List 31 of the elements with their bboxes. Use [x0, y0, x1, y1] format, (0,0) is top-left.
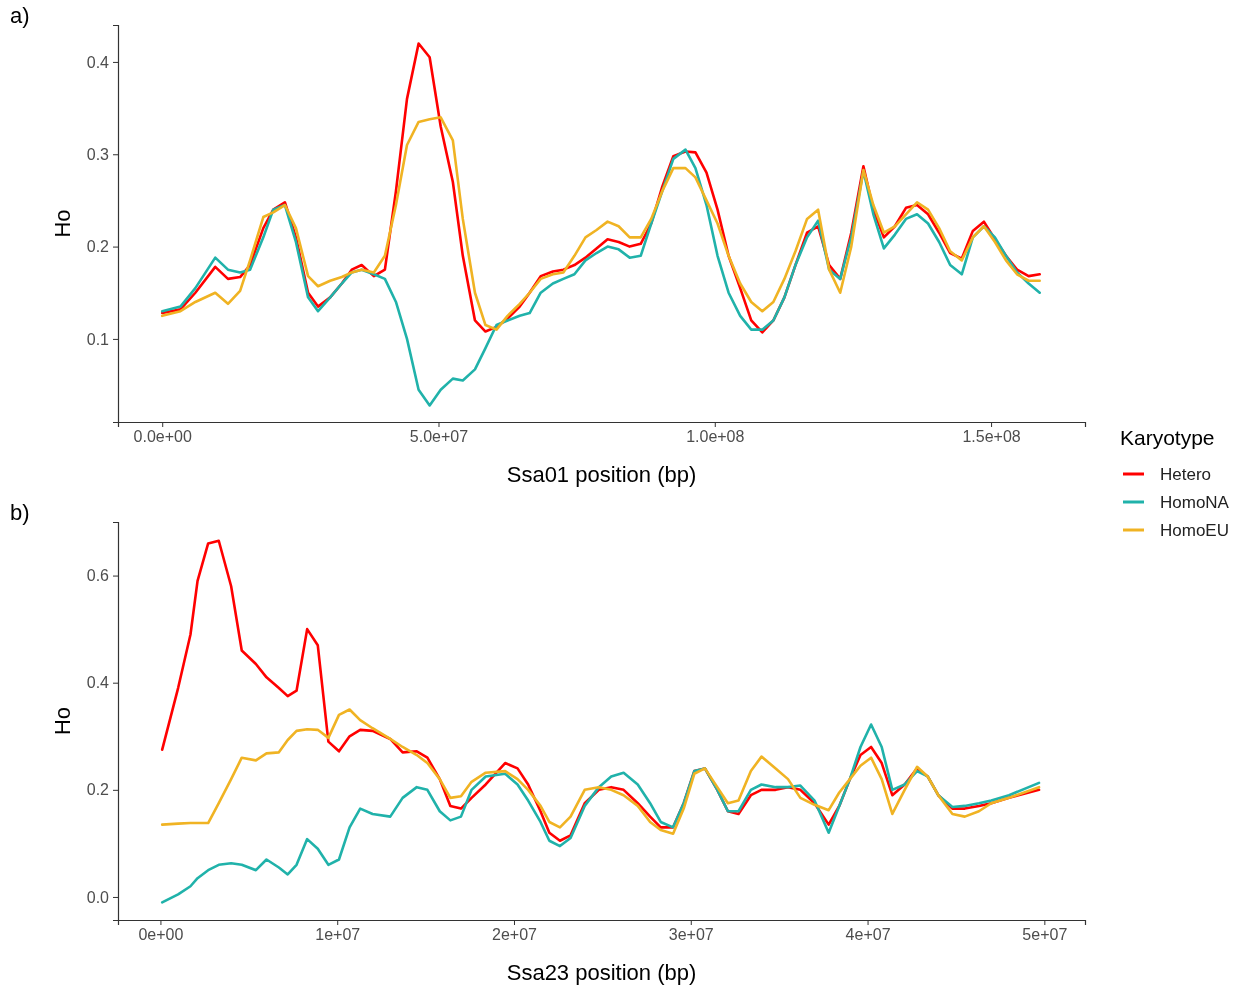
y-tick-label: 0.4 [86, 674, 110, 692]
line-series [160, 116, 1041, 331]
y-axis-title: Ho [50, 706, 75, 736]
line-series [160, 723, 1041, 904]
y-tick-label: 0.6 [86, 567, 110, 585]
line-series [160, 708, 1041, 836]
x-tick-label: 5e+07 [1022, 926, 1068, 944]
y-tick-label: 0.2 [86, 238, 110, 256]
y-tick-label: 0.0 [86, 888, 110, 906]
y-axis-title: Ho [50, 209, 75, 238]
legend-label: HomoEU [1160, 521, 1229, 540]
x-tick-label: 3e+07 [668, 926, 714, 944]
y-tick-label: 0.4 [86, 53, 110, 71]
x-tick-label: 4e+07 [845, 926, 891, 944]
y-tick-label: 0.3 [86, 145, 110, 163]
x-tick-label: 5.0e+07 [409, 428, 469, 446]
x-tick-label: 1.5e+08 [962, 428, 1021, 446]
y-tick-label: 0.1 [86, 330, 110, 348]
legend-title: Karyotype [1120, 426, 1215, 449]
x-tick-label: 1.0e+08 [686, 428, 745, 446]
y-tick-label: 0.2 [86, 781, 110, 799]
chart-title: b) [10, 500, 30, 525]
x-tick-label: 2e+07 [492, 926, 538, 944]
x-tick-label: 0e+00 [138, 926, 184, 944]
x-tick-label: 0.0e+00 [133, 428, 192, 446]
legend-label: HomoNA [1160, 493, 1230, 512]
x-tick-label: 1e+07 [315, 926, 361, 944]
chart-title: a) [10, 3, 30, 28]
legend-label: Hetero [1160, 465, 1212, 484]
x-axis-title: Ssa01 position (bp) [506, 462, 697, 487]
x-axis-title: Ssa23 position (bp) [506, 960, 697, 985]
